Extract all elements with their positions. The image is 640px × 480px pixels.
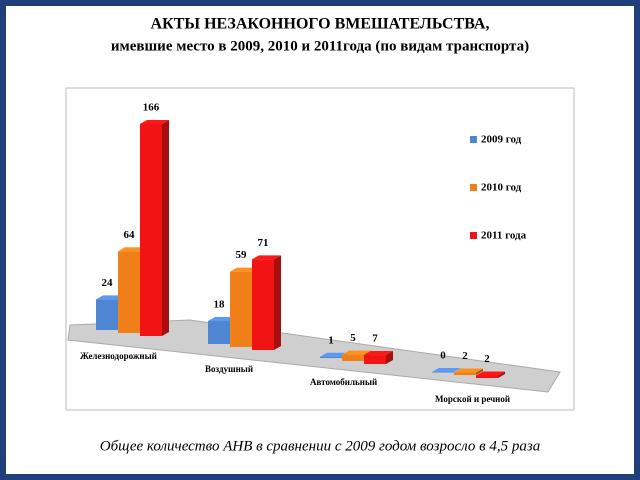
bar-top bbox=[364, 351, 393, 356]
bar bbox=[230, 271, 252, 347]
category-label: Морской и речной bbox=[435, 394, 510, 404]
bar bbox=[342, 354, 364, 361]
bar-side bbox=[498, 371, 505, 378]
bar-top bbox=[208, 317, 237, 322]
bar bbox=[252, 259, 274, 350]
bar-top bbox=[96, 295, 125, 300]
value-label: 71 bbox=[258, 237, 269, 249]
bar bbox=[432, 372, 454, 373]
bar bbox=[476, 375, 498, 378]
legend-label: 2010 год bbox=[481, 182, 522, 194]
bar bbox=[454, 372, 476, 375]
bar-top bbox=[118, 247, 147, 252]
bar bbox=[364, 355, 386, 364]
bar bbox=[208, 321, 230, 344]
bar-top bbox=[342, 350, 371, 355]
title: АКТЫ НЕЗАКОННОГО ВМЕШАТЕЛЬСТВА, bbox=[151, 16, 490, 33]
bar-top bbox=[454, 368, 483, 373]
legend-swatch bbox=[470, 136, 477, 143]
bar bbox=[96, 299, 118, 330]
bar-top bbox=[476, 371, 505, 376]
footnote: Общее количество АНВ в сравнении с 2009 … bbox=[100, 438, 540, 454]
value-label: 166 bbox=[143, 102, 160, 114]
category-label: Воздушный bbox=[205, 364, 253, 374]
value-label: 59 bbox=[236, 249, 248, 261]
bar-top bbox=[140, 120, 169, 124]
floor bbox=[67, 319, 561, 393]
value-label: 64 bbox=[124, 229, 136, 241]
legend-swatch bbox=[470, 232, 477, 239]
category-label: Железнодорожный bbox=[80, 351, 157, 361]
value-label: 24 bbox=[102, 277, 114, 289]
bar-side bbox=[274, 255, 281, 350]
bar-side bbox=[386, 351, 393, 364]
value-label: 2 bbox=[462, 350, 468, 362]
bar bbox=[118, 251, 140, 333]
value-label: 2 bbox=[484, 353, 490, 365]
value-label: 5 bbox=[350, 332, 356, 344]
legend-label: 2009 год bbox=[481, 134, 522, 146]
bar bbox=[320, 356, 342, 358]
bar-top bbox=[230, 267, 259, 272]
bar-top bbox=[252, 255, 281, 260]
category-label: Автомобильный bbox=[310, 377, 377, 387]
subtitle: имевшие место в 2009, 2010 и 2011года (п… bbox=[111, 38, 529, 54]
bar-top bbox=[320, 352, 349, 357]
legend-swatch bbox=[470, 184, 477, 191]
bar-side bbox=[162, 120, 169, 336]
bar-top bbox=[432, 368, 461, 372]
value-label: 1 bbox=[328, 334, 334, 346]
bar bbox=[140, 124, 162, 336]
value-label: 18 bbox=[214, 299, 226, 311]
bar-side bbox=[476, 368, 483, 375]
value-label: 7 bbox=[372, 333, 378, 345]
legend-label: 2011 года bbox=[481, 230, 527, 242]
value-label: 0 bbox=[440, 350, 446, 362]
